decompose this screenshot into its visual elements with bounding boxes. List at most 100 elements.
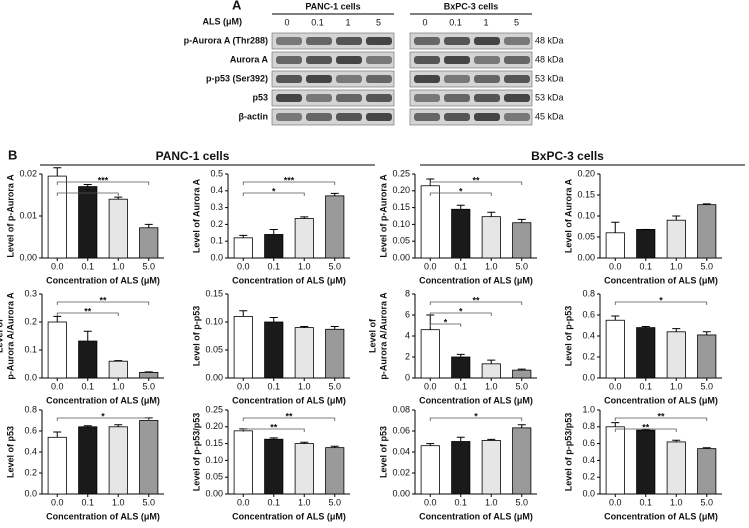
- x-tick-label: 0.1: [639, 497, 652, 507]
- error-bar: [269, 437, 278, 440]
- dose-label: ALS (μM): [203, 16, 243, 26]
- y-tick-label: 0.04: [392, 446, 410, 456]
- bar: [481, 363, 501, 379]
- blot-strip: [271, 51, 395, 69]
- y-tick-label: 0.2: [582, 472, 595, 482]
- blot-band: [306, 113, 332, 121]
- x-tick-label: 0.1: [267, 381, 280, 391]
- blot-band: [336, 56, 362, 64]
- bar: [697, 448, 717, 495]
- y-tick-label: 1.0: [582, 404, 595, 414]
- blot-band: [474, 94, 500, 102]
- bar: [264, 438, 284, 495]
- bar: [233, 430, 253, 495]
- blot-strip: [271, 108, 395, 126]
- y-tick-label: 0.25: [205, 404, 223, 414]
- error-bar: [611, 422, 620, 427]
- x-tick-label: 5.0: [142, 497, 155, 507]
- x-axis-label: Concentration of ALS (μM): [419, 511, 533, 521]
- blot-band: [504, 94, 530, 102]
- y-tick-label: 0.8: [582, 421, 595, 431]
- error-bar: [83, 330, 92, 342]
- y-tick-label: 0.00: [205, 488, 223, 498]
- y-axis-label: Level of p-p53: [563, 306, 573, 367]
- significance-label: *: [459, 306, 463, 316]
- significance-bracket: [614, 428, 677, 432]
- y-tick-label: 0.2: [210, 219, 223, 229]
- protein-label: p-p53 (Ser392): [206, 73, 268, 83]
- blot-band: [474, 56, 500, 64]
- bar: [108, 360, 128, 379]
- error-bar: [456, 353, 465, 357]
- kda-label: 45 kDa: [535, 111, 564, 121]
- bar: [666, 441, 686, 495]
- bar: [666, 219, 686, 259]
- significance-label: *: [444, 317, 448, 327]
- bar: [666, 331, 686, 379]
- bar: [264, 321, 284, 379]
- y-tick-label: 0.3: [210, 202, 223, 212]
- y-tick-label: 0.05: [577, 231, 595, 241]
- error-bar: [330, 192, 339, 196]
- x-tick-label: 0.1: [81, 497, 94, 507]
- blot-band: [336, 75, 362, 83]
- lane-label: 0.1: [311, 17, 324, 27]
- x-tick-label: 1.0: [112, 497, 125, 507]
- y-tick-label: 0.4: [582, 455, 595, 465]
- x-tick-label: 1.0: [298, 497, 311, 507]
- error-bar: [456, 204, 465, 210]
- y-tick-label: 0.2: [24, 467, 37, 477]
- kda-label: 48 kDa: [535, 54, 564, 64]
- y-tick-label: 0.1: [24, 344, 37, 354]
- x-axis-label: Concentration of ALS (μM): [232, 275, 346, 285]
- significance-bracket: [56, 312, 119, 316]
- x-axis-label: Concentration of ALS (μM): [604, 275, 718, 285]
- lane-label: 5: [514, 17, 519, 27]
- significance-bracket: [56, 417, 150, 421]
- x-tick-label: 0.1: [454, 497, 467, 507]
- y-tick-label: 0.8: [582, 288, 595, 298]
- x-tick-label: 0.0: [424, 261, 437, 271]
- error-bar: [114, 424, 123, 427]
- y-tick-label: 0.4: [24, 446, 37, 456]
- protein-label: β-actin: [239, 111, 269, 121]
- x-axis-label: Concentration of ALS (μM): [232, 511, 346, 521]
- y-axis-label: Level of: [367, 318, 377, 353]
- error-bar: [53, 431, 62, 438]
- significance-label: ***: [284, 175, 295, 185]
- x-tick-label: 1.0: [485, 261, 498, 271]
- significance-label: ***: [98, 175, 109, 185]
- y-tick-label: 0.6: [582, 309, 595, 319]
- bar: [605, 232, 625, 259]
- error-bar: [487, 211, 496, 217]
- group-title: BxPC-3 cells: [444, 1, 499, 11]
- y-tick-label: 0.0: [582, 488, 595, 498]
- error-bar: [53, 315, 62, 322]
- y-tick-label: 0.01: [19, 210, 37, 220]
- significance-bracket: [429, 301, 523, 305]
- y-tick-label: 0.3: [24, 288, 37, 298]
- lane-label: 0.1: [449, 17, 462, 27]
- error-bar: [330, 445, 339, 448]
- protein-label: Aurora A: [230, 54, 269, 64]
- blot-band: [276, 37, 302, 45]
- y-tick-label: 2: [405, 351, 410, 361]
- y-tick-label: 0.05: [205, 344, 223, 354]
- cell-line-header: BxPC-3 cells: [531, 149, 604, 163]
- error-bar: [702, 203, 711, 205]
- blot-band: [276, 94, 302, 102]
- blot-strip: [409, 32, 533, 50]
- error-bar: [611, 221, 620, 233]
- y-tick-label: 4: [405, 330, 410, 340]
- bar: [325, 195, 345, 259]
- bar: [233, 237, 253, 259]
- x-tick-label: 1.0: [112, 261, 125, 271]
- y-axis-label: Level of p53: [5, 426, 15, 478]
- blot-strip: [271, 70, 395, 88]
- bar: [294, 327, 314, 379]
- panel-label: B: [8, 147, 17, 162]
- error-bar: [83, 425, 92, 427]
- x-tick-label: 0.1: [639, 381, 652, 391]
- y-tick-label: 0.4: [582, 330, 595, 340]
